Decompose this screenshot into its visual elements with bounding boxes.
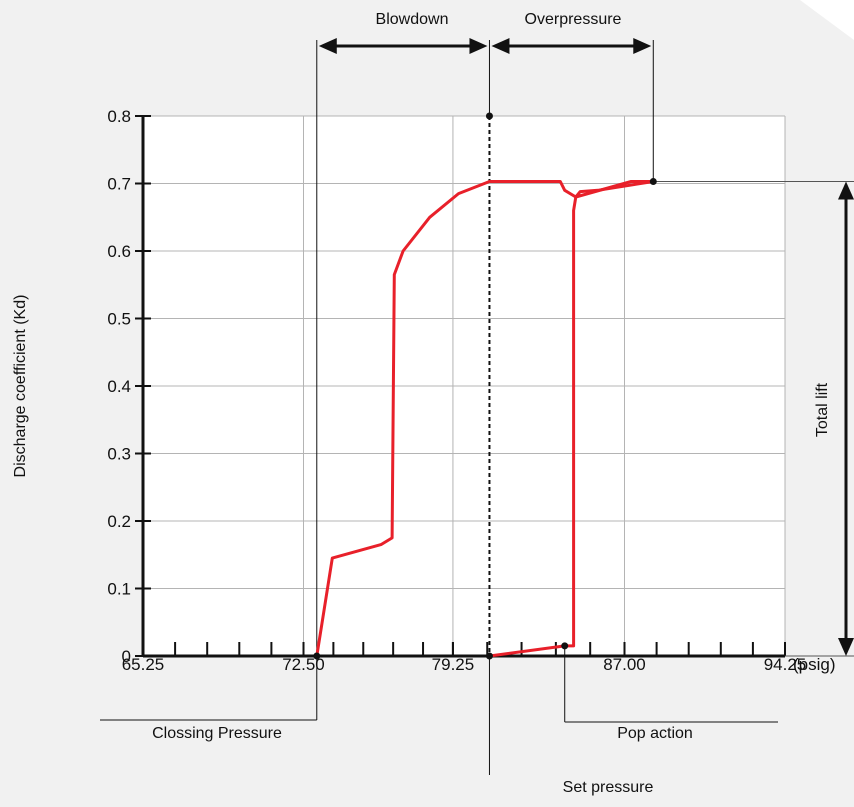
arrow-head-right: [633, 38, 652, 54]
y-tick-label: 0: [122, 647, 131, 666]
data-point: [561, 642, 569, 650]
y-tick-label: 0.2: [107, 512, 131, 531]
y-tick-label: 0.3: [107, 445, 131, 464]
x-unit-label: (psig): [793, 655, 836, 674]
y-axis-label: Discharge coefficient (Kd): [12, 295, 29, 478]
data-point: [313, 652, 321, 660]
data-points: [313, 112, 657, 660]
blowdown-arrow: [318, 38, 488, 54]
arrow-head-bottom: [838, 638, 854, 656]
y-tick-label: 0.4: [107, 377, 131, 396]
axes: 0 0.1 0.2 0.3 0.4 0.5 0.6 0.7 0.8 65.25 72.50 79.25…: [107, 107, 806, 674]
y-tick-label: 0.1: [107, 580, 131, 599]
y-tick-label: 0.8: [107, 107, 131, 126]
total-lift-arrow: [838, 181, 854, 656]
arrow-head-right: [469, 38, 488, 54]
data-point: [485, 112, 493, 120]
closing-pressure-label: Clossing Pressure: [152, 725, 282, 742]
data-point: [649, 177, 657, 185]
arrow-head-top: [838, 181, 854, 200]
y-tick-label: 0.7: [107, 175, 131, 194]
x-tick-label: 65.25: [122, 655, 165, 674]
data-point: [485, 652, 493, 660]
annotations: [100, 38, 854, 775]
set-pressure-label: Set pressure: [563, 779, 654, 796]
overpressure-label: Overpressure: [525, 11, 622, 28]
arrow-head-left: [318, 38, 337, 54]
y-tick-label: 0.6: [107, 242, 131, 261]
series-line-1: [315, 180, 655, 658]
arrow-head-left: [491, 38, 510, 54]
x-tick-label: 87.00: [603, 655, 646, 674]
x-tick-label: 94.25: [764, 655, 807, 674]
pop-action-label: Pop action: [617, 725, 693, 742]
grid-lines: [143, 115, 786, 656]
x-tick-label: 72.50: [282, 655, 325, 674]
x-tick-label: 79.25: [432, 655, 475, 674]
y-tick-label: 0.5: [107, 310, 131, 329]
total-lift-label: Total lift: [814, 382, 831, 437]
blowdown-label: Blowdown: [376, 11, 449, 28]
overpressure-arrow: [491, 38, 652, 54]
